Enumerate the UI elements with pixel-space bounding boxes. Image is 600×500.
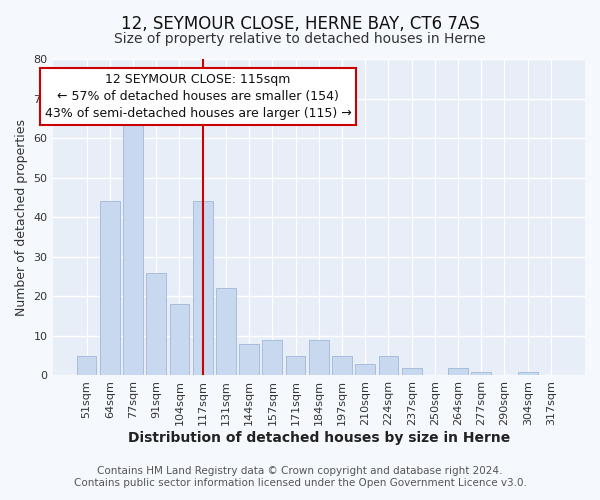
Bar (402, 368, 422, 376)
Text: Contains HM Land Registry data © Crown copyright and database right 2024.
Contai: Contains HM Land Registry data © Crown c… (74, 466, 526, 487)
Y-axis label: Number of detached properties: Number of detached properties (15, 118, 28, 316)
Bar (309, 340, 329, 376)
Bar (170, 304, 190, 376)
Bar (379, 356, 398, 376)
Bar (286, 356, 305, 376)
Bar (216, 288, 236, 376)
Bar (100, 202, 119, 376)
Bar (448, 368, 468, 376)
Bar (77, 356, 97, 376)
Bar (332, 356, 352, 376)
Text: 12, SEYMOUR CLOSE, HERNE BAY, CT6 7AS: 12, SEYMOUR CLOSE, HERNE BAY, CT6 7AS (121, 15, 479, 33)
Bar (472, 372, 491, 376)
Bar (193, 202, 212, 376)
Bar (355, 364, 375, 376)
Bar (146, 272, 166, 376)
Bar (123, 118, 143, 376)
Bar (518, 372, 538, 376)
Text: Size of property relative to detached houses in Herne: Size of property relative to detached ho… (114, 32, 486, 46)
Text: 12 SEYMOUR CLOSE: 115sqm
← 57% of detached houses are smaller (154)
43% of semi-: 12 SEYMOUR CLOSE: 115sqm ← 57% of detach… (44, 73, 352, 120)
Bar (262, 340, 282, 376)
Bar (239, 344, 259, 376)
X-axis label: Distribution of detached houses by size in Herne: Distribution of detached houses by size … (128, 431, 510, 445)
